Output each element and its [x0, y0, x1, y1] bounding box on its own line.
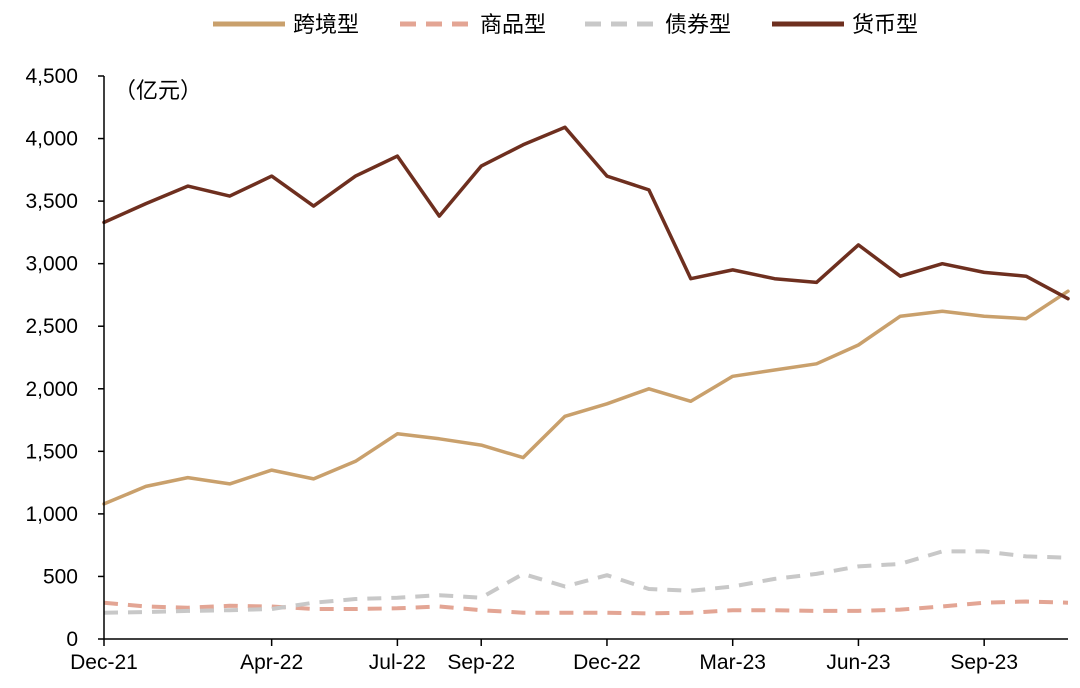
y-tick-label: 3,000: [25, 253, 78, 276]
y-tick-label: 1,500: [25, 440, 78, 463]
series-layer: [102, 125, 1070, 616]
y-tick-label: 4,000: [25, 128, 78, 151]
y-tick-label: 500: [43, 565, 78, 588]
x-tick-label: Apr-22: [240, 651, 303, 674]
x-tick-label: Dec-22: [573, 651, 641, 674]
x-tick-label: Dec-21: [70, 651, 138, 674]
legend-label-1: 跨境型: [293, 13, 359, 38]
x-tick-label: Mar-23: [699, 651, 766, 674]
series-line-4: [102, 125, 1070, 301]
series-line-2: [103, 599, 1069, 616]
unit-label: （亿元）: [114, 79, 202, 104]
legend-label-3: 债券型: [665, 13, 731, 38]
y-tick-label: 2,000: [25, 378, 78, 401]
x-tick-label: Jun-23: [826, 651, 890, 674]
y-axis: 0 500 1,000 1,500 2,000 2,500 3,000 3,500 4,000 4…: [25, 65, 104, 651]
x-axis: Dec-21 Apr-22 Jul-22 Sep-22 Dec-22 Mar-23 Jun-…: [70, 639, 1018, 674]
y-tick-label: 3,500: [25, 190, 78, 213]
y-tick-label: 1,000: [25, 503, 78, 526]
x-tick-label: Sep-23: [950, 651, 1018, 674]
y-tick-label: 4,500: [25, 65, 78, 88]
x-tick-label: Jul-22: [369, 651, 426, 674]
legend: 跨境型 商品型 债券型 货币型: [213, 13, 918, 38]
series-line-3: [103, 549, 1069, 615]
legend-label-4: 货币型: [852, 13, 918, 38]
axes: [103, 76, 1068, 640]
series-line-1: [102, 289, 1070, 506]
x-tick-label: Sep-22: [447, 651, 515, 674]
y-tick-label: 2,500: [25, 315, 78, 338]
legend-label-2: 商品型: [480, 13, 546, 38]
y-tick-label: 0: [66, 628, 78, 651]
